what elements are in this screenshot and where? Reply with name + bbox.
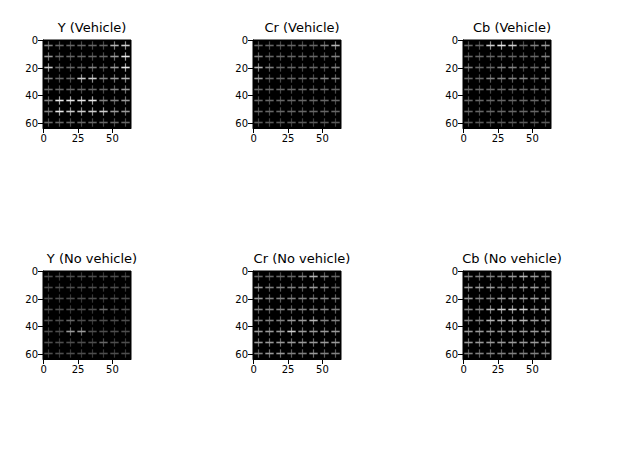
svg-text:50: 50 [526, 133, 539, 144]
svg-text:0: 0 [461, 133, 467, 144]
svg-text:60: 60 [235, 118, 248, 129]
svg-text:25: 25 [282, 133, 295, 144]
svg-text:50: 50 [316, 133, 329, 144]
svg-text:25: 25 [282, 364, 295, 375]
svg-text:25: 25 [72, 364, 85, 375]
svg-text:0: 0 [461, 364, 467, 375]
svg-text:Cb (Vehicle): Cb (Vehicle) [473, 20, 551, 35]
svg-text:60: 60 [445, 349, 458, 360]
svg-text:40: 40 [445, 321, 458, 332]
svg-text:60: 60 [235, 349, 248, 360]
svg-text:20: 20 [445, 63, 458, 74]
svg-text:50: 50 [106, 133, 119, 144]
svg-text:50: 50 [526, 364, 539, 375]
svg-text:0: 0 [32, 266, 38, 277]
svg-text:25: 25 [492, 133, 505, 144]
svg-text:40: 40 [445, 90, 458, 101]
svg-text:0: 0 [251, 364, 257, 375]
svg-text:0: 0 [452, 266, 458, 277]
svg-text:Y (No vehicle): Y (No vehicle) [46, 251, 137, 266]
svg-text:0: 0 [251, 133, 257, 144]
svg-text:0: 0 [242, 35, 248, 46]
svg-text:20: 20 [25, 63, 38, 74]
svg-text:60: 60 [445, 118, 458, 129]
svg-text:0: 0 [41, 364, 47, 375]
svg-text:60: 60 [25, 349, 38, 360]
svg-text:0: 0 [242, 266, 248, 277]
svg-text:25: 25 [492, 364, 505, 375]
svg-text:20: 20 [445, 294, 458, 305]
svg-text:Cr (Vehicle): Cr (Vehicle) [264, 20, 339, 35]
svg-text:40: 40 [235, 321, 248, 332]
svg-text:0: 0 [32, 35, 38, 46]
svg-text:Y (Vehicle): Y (Vehicle) [57, 20, 127, 35]
svg-text:40: 40 [235, 90, 248, 101]
svg-text:25: 25 [72, 133, 85, 144]
svg-text:20: 20 [25, 294, 38, 305]
svg-text:20: 20 [235, 294, 248, 305]
svg-text:0: 0 [41, 133, 47, 144]
svg-text:50: 50 [316, 364, 329, 375]
svg-text:50: 50 [106, 364, 119, 375]
svg-text:40: 40 [25, 90, 38, 101]
svg-text:60: 60 [25, 118, 38, 129]
svg-text:40: 40 [25, 321, 38, 332]
svg-text:0: 0 [452, 35, 458, 46]
svg-text:20: 20 [235, 63, 248, 74]
svg-text:Cb (No vehicle): Cb (No vehicle) [462, 251, 562, 266]
svg-text:Cr (No vehicle): Cr (No vehicle) [254, 251, 351, 266]
